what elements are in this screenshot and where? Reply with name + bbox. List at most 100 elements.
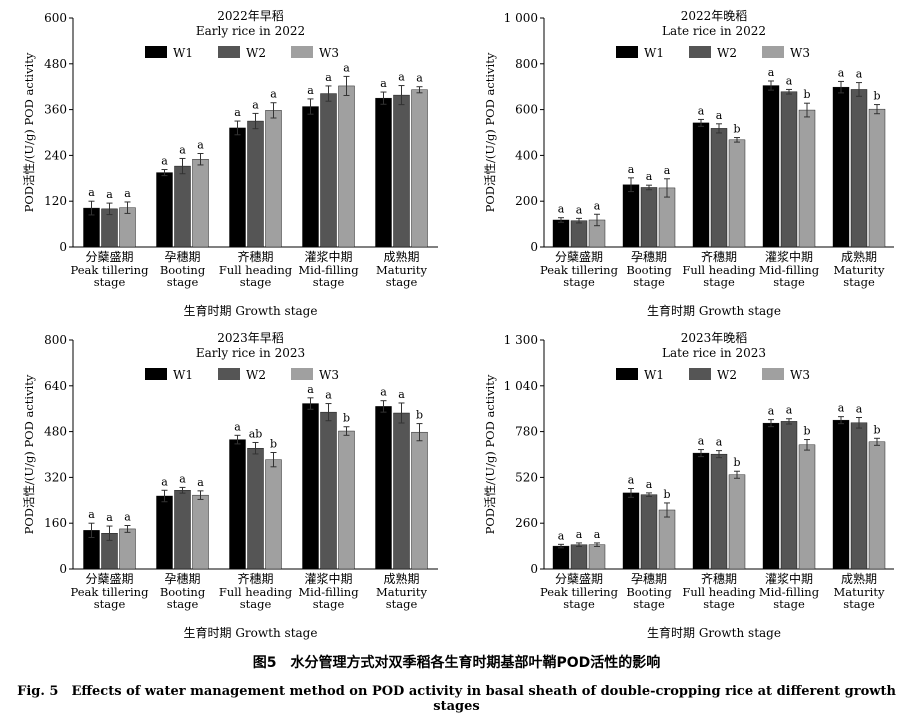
chart-panel-early-2023: 0 160 320 480 640 800 POD活性/(U/g) POD activity… xyxy=(0,322,456,644)
y-axis-label: POD活性/(U/g) POD activity xyxy=(483,52,497,212)
category-label-en: Booting xyxy=(160,585,206,599)
significance-letter: a xyxy=(88,186,95,199)
category-label-en-line2: stage xyxy=(703,597,735,611)
significance-letter: a xyxy=(838,66,845,79)
significance-letter: a xyxy=(161,475,168,488)
bar-w1 xyxy=(229,439,246,570)
significance-letter: a xyxy=(234,106,241,119)
category-label-en-line2: stage xyxy=(773,597,805,611)
bar-w3 xyxy=(728,139,746,248)
bar-w3 xyxy=(728,474,746,570)
bar-w1 xyxy=(622,492,640,570)
category-label-zh: 孕穗期 xyxy=(631,250,667,264)
bar-w3 xyxy=(265,459,282,570)
category-label-zh: 齐穗期 xyxy=(701,571,737,586)
category-label-en: Maturity xyxy=(376,263,427,277)
legend-swatch-w1 xyxy=(145,368,167,380)
legend-label-w2: W2 xyxy=(717,368,737,382)
bar-w3 xyxy=(411,431,428,570)
category-label-zh: 成熟期 xyxy=(383,571,419,586)
legend-label-w3: W3 xyxy=(319,368,339,382)
y-tick-label: 600 xyxy=(44,11,67,25)
x-axis-label: 生育时期 Growth stage xyxy=(647,625,781,640)
chart-title: 2022年晚稻 xyxy=(681,9,748,23)
bar-w3 xyxy=(192,159,209,248)
category-label-zh: 灌浆中期 xyxy=(304,571,352,586)
category-label-zh: 孕穗期 xyxy=(164,572,200,586)
category-label-en: Booting xyxy=(626,585,672,599)
legend-swatch-w2 xyxy=(218,46,240,58)
bar-w1 xyxy=(692,122,710,248)
chart-subtitle: Early rice in 2023 xyxy=(196,346,305,360)
bar-w1 xyxy=(302,106,319,248)
significance-letter: b xyxy=(873,90,880,103)
category-label-zh: 分蘖盛期 xyxy=(555,571,603,586)
bar-w1 xyxy=(229,127,246,248)
significance-letter: b xyxy=(733,456,740,469)
bar-w2 xyxy=(850,89,868,248)
significance-letter: a xyxy=(716,436,723,449)
significance-letter: b xyxy=(803,88,810,101)
category-label-zh: 孕穗期 xyxy=(631,572,667,586)
category-label-en-line2: stage xyxy=(167,597,199,611)
significance-letter: a xyxy=(716,109,723,122)
bar-w3 xyxy=(868,108,886,248)
legend-swatch-w2 xyxy=(689,46,711,58)
significance-letter: ab xyxy=(249,427,263,440)
x-axis-label: 生育时期 Growth stage xyxy=(184,625,318,640)
bar-w3 xyxy=(798,444,816,570)
category-label-en: Full heading xyxy=(219,263,293,277)
bar-w1 xyxy=(156,495,173,570)
bar-w1 xyxy=(375,406,392,570)
significance-letter: a xyxy=(106,511,113,524)
category-label-zh: 成熟期 xyxy=(841,571,877,586)
bar-w2 xyxy=(570,220,588,248)
category-label-en: Peak tillering xyxy=(71,585,150,599)
y-tick-label: 640 xyxy=(44,379,67,393)
bar-w2 xyxy=(320,93,337,248)
category-label-en-line2: stage xyxy=(633,275,665,289)
y-tick-label: 260 xyxy=(515,516,538,530)
category-label-zh: 灌浆中期 xyxy=(765,571,813,586)
significance-letter: a xyxy=(197,476,204,489)
bar-w2 xyxy=(850,422,868,570)
significance-letter: b xyxy=(343,412,350,425)
bar-w2 xyxy=(780,91,798,248)
significance-letter: a xyxy=(856,403,863,416)
y-tick-label: 0 xyxy=(530,562,538,576)
bar-w2 xyxy=(247,120,264,248)
category-label-en: Booting xyxy=(160,263,206,277)
significance-letter: a xyxy=(307,383,314,396)
category-label-en-line2: stage xyxy=(167,275,199,289)
category-label-en-line2: stage xyxy=(843,597,875,611)
y-tick-label: 0 xyxy=(59,562,67,576)
category-label-en: Mid-filling xyxy=(759,585,820,599)
category-label-en-line2: stage xyxy=(563,275,595,289)
bar-w1 xyxy=(552,545,570,570)
category-label-en-line2: stage xyxy=(386,275,418,289)
bar-w3 xyxy=(868,441,886,570)
y-tick-label: 1 000 xyxy=(504,11,538,25)
legend-swatch-w1 xyxy=(616,46,638,58)
bar-w1 xyxy=(692,452,710,570)
y-tick-label: 0 xyxy=(59,240,67,254)
y-tick-label: 320 xyxy=(44,470,67,484)
significance-letter: a xyxy=(124,187,131,200)
significance-letter: a xyxy=(768,66,775,79)
significance-letter: a xyxy=(646,170,653,183)
bar-w1 xyxy=(832,86,850,248)
bar-w1 xyxy=(622,184,640,248)
significance-letter: a xyxy=(161,155,168,168)
category-label-en-line2: stage xyxy=(563,597,595,611)
significance-letter: a xyxy=(838,402,845,415)
y-tick-label: 200 xyxy=(515,194,538,208)
category-label-en: Mid-filling xyxy=(759,263,820,277)
y-tick-label: 240 xyxy=(44,148,67,162)
category-label-en: Full heading xyxy=(219,585,293,599)
significance-letter: a xyxy=(179,472,186,485)
chart-subtitle: Late rice in 2022 xyxy=(662,24,766,38)
significance-letter: a xyxy=(628,473,635,486)
chart-panel-late-2022: 0 200 400 600 800 1 000 POD活性/(U/g) POD activi… xyxy=(456,0,913,322)
bar-w1 xyxy=(762,85,780,248)
chart-title: 2023年早稻 xyxy=(217,331,284,345)
